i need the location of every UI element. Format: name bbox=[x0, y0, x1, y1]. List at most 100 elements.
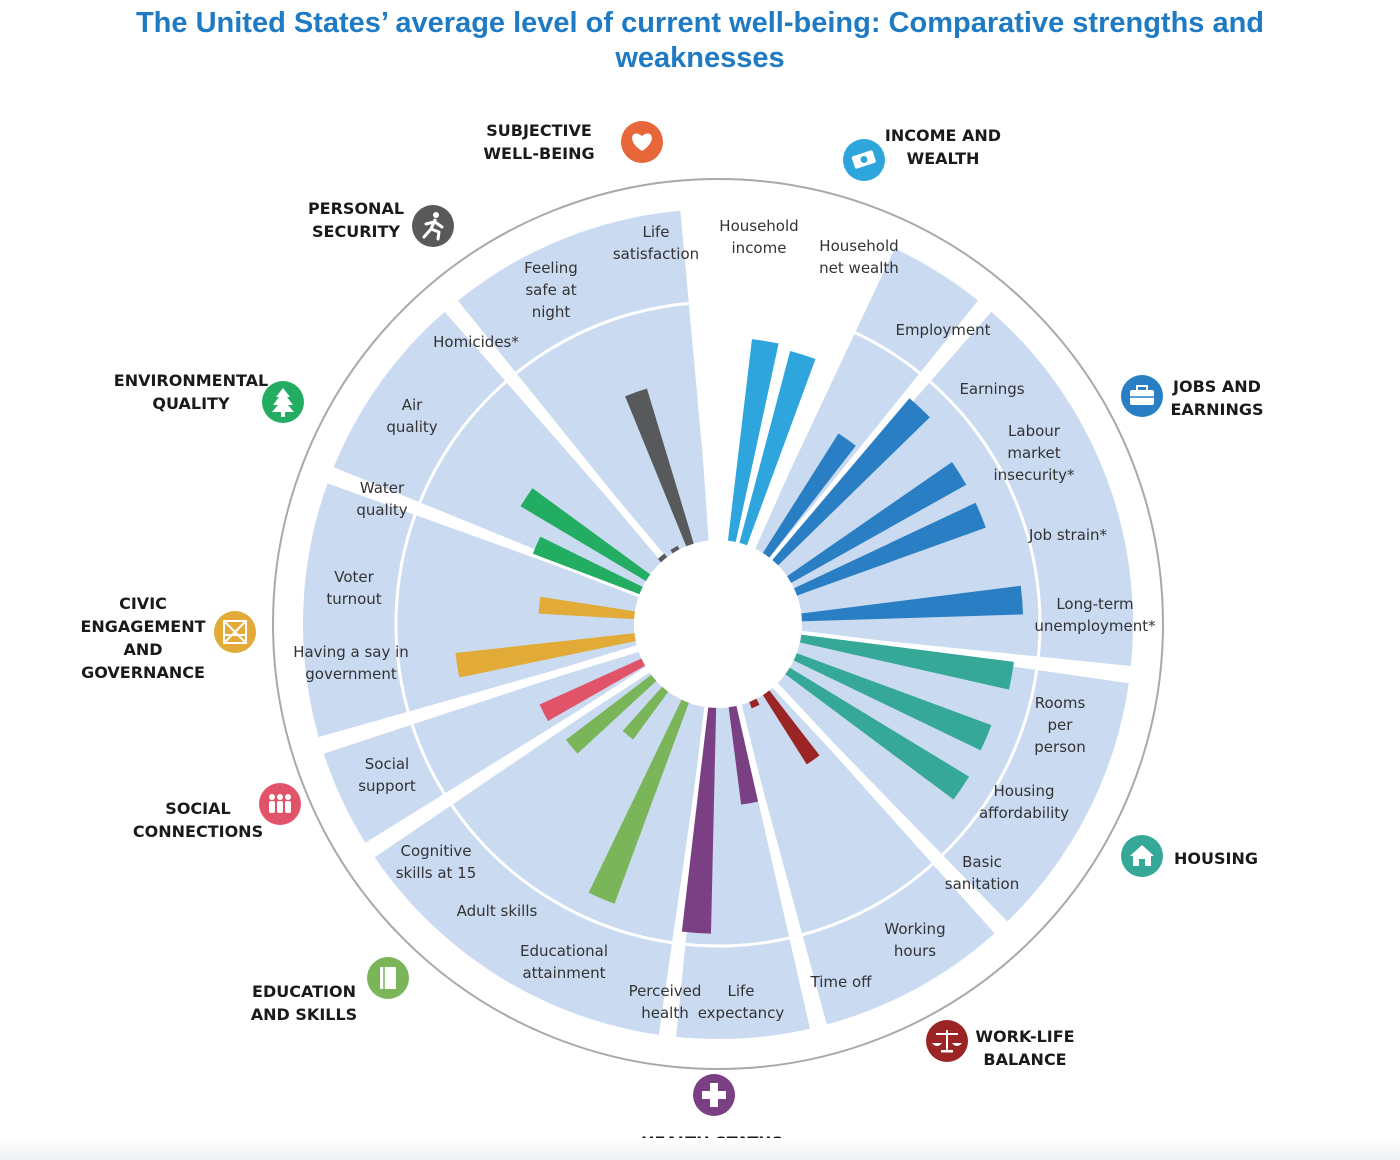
separator bbox=[734, 704, 823, 1030]
indicator-label-line: unemployment* bbox=[1034, 617, 1156, 635]
icon-glyph bbox=[380, 967, 396, 989]
dimension-label-income-and-wealth: INCOME AND WEALTH bbox=[885, 126, 1001, 168]
indicator-label-line: Earnings bbox=[959, 380, 1024, 398]
dimension-label-line: AND bbox=[123, 640, 162, 659]
indicator-label-line: attainment bbox=[522, 964, 605, 982]
indicator-label-line: expectancy bbox=[698, 1004, 785, 1022]
inner-arc-health-status bbox=[685, 936, 790, 948]
money-icon bbox=[843, 139, 885, 181]
bar-educational-attainment bbox=[588, 697, 690, 904]
indicator-label-homicides: Homicides* bbox=[433, 333, 519, 351]
indicator-label-line: Basic bbox=[962, 853, 1002, 871]
dimension-label-line: SECURITY bbox=[312, 222, 400, 241]
bar-household-income bbox=[727, 339, 779, 544]
indicator-label-long-term-unemployment: Long-term unemployment* bbox=[1034, 595, 1156, 635]
icon-glyph bbox=[285, 794, 291, 800]
indicator-label-job-strain: Job strain* bbox=[1028, 526, 1108, 544]
indicator-label-cognitive-skills-at-15: Cognitive skills at 15 bbox=[396, 842, 477, 882]
bar-perceived-health bbox=[681, 705, 717, 934]
bar-life-satisfaction bbox=[625, 388, 695, 549]
indicator-label-line: Homicides* bbox=[433, 333, 519, 351]
separator bbox=[769, 302, 989, 562]
indicator-label-voter-turnout: Voter turnout bbox=[326, 568, 381, 608]
chart-title-line-1: The United States’ average level of curr… bbox=[135, 7, 1265, 39]
indicator-label-adult-skills: Adult skills bbox=[457, 902, 538, 920]
indicator-label-line: Working bbox=[884, 920, 945, 938]
indicator-label-line: Cognitive bbox=[400, 842, 471, 860]
icon-glyph bbox=[422, 218, 444, 241]
inner-arcs-layer bbox=[394, 300, 1042, 948]
dimension-labels-layer: SUBJECTIVE WELL-BEING INCOME AND WEALTH JOBS… bbox=[80, 121, 1264, 1152]
indicator-label-line: hours bbox=[894, 942, 936, 960]
indicator-label-line: market bbox=[1007, 444, 1060, 462]
indicator-label-line: Household bbox=[719, 217, 798, 235]
inner-arc-personal-security bbox=[515, 301, 689, 375]
indicator-label-feeling-safe-at-night: Feeling safe at night bbox=[524, 259, 578, 321]
bar-having-a-say-in-government bbox=[455, 633, 638, 678]
wedge-education-and-skills bbox=[374, 671, 707, 1035]
indicator-label-line: Voter bbox=[334, 568, 374, 586]
bar-life-expectancy bbox=[728, 703, 759, 805]
inner-arc-social-connections bbox=[410, 724, 446, 795]
footer-band bbox=[0, 1138, 1400, 1160]
dimension-label-line: BALANCE bbox=[983, 1050, 1066, 1069]
indicator-label-line: safe at bbox=[525, 281, 576, 299]
inner-arc-housing bbox=[941, 669, 1039, 856]
bar-adult-skills bbox=[622, 685, 670, 740]
separators-layer bbox=[318, 207, 1133, 1039]
dimension-label-environmental-quality: ENVIRONMENTAL QUALITY bbox=[114, 371, 268, 413]
indicator-label-social-support: Social support bbox=[358, 755, 416, 795]
icon-glyph bbox=[269, 801, 275, 813]
center-hole bbox=[634, 540, 802, 708]
icon-glyph bbox=[223, 620, 247, 644]
indicator-label-employment: Employment bbox=[895, 321, 990, 339]
ballot-icon bbox=[214, 611, 256, 653]
icon-glyph bbox=[1139, 859, 1145, 866]
runner-icon bbox=[412, 205, 454, 247]
indicator-label-perceived-health: Perceived health bbox=[629, 982, 702, 1022]
bar-long-term-unemployment bbox=[799, 585, 1024, 622]
indicator-label-line: income bbox=[732, 239, 787, 257]
icon-glyph bbox=[1136, 385, 1148, 392]
bar-employment bbox=[761, 433, 856, 560]
dimension-label-line: CIVIC bbox=[119, 594, 167, 613]
indicator-label-line: satisfaction bbox=[613, 245, 699, 263]
separator bbox=[447, 302, 667, 562]
inner-arc-work-life-balance bbox=[802, 862, 934, 937]
indicator-label-line: Household bbox=[819, 237, 898, 255]
indicator-label-line: Job strain* bbox=[1028, 526, 1108, 544]
bar-voter-turnout bbox=[538, 596, 637, 620]
chart-title: The United States’ average level of curr… bbox=[0, 6, 1400, 76]
separator bbox=[772, 683, 1005, 932]
dimension-label-line: WEALTH bbox=[907, 149, 980, 168]
indicator-label-basic-sanitation: Basic sanitation bbox=[945, 853, 1020, 893]
indicator-label-household-income: Household income bbox=[719, 217, 798, 257]
indicator-label-line: Having a say in bbox=[293, 643, 409, 661]
indicator-label-line: Time off bbox=[810, 973, 873, 991]
indicator-label-line: turnout bbox=[326, 590, 381, 608]
bars-layer bbox=[455, 339, 1024, 934]
dimension-label-jobs-and-earnings: JOBS AND EARNINGS bbox=[1170, 377, 1263, 419]
dimension-label-line: CONNECTIONS bbox=[133, 822, 263, 841]
bar-earnings bbox=[771, 398, 930, 567]
indicator-label-line: Rooms bbox=[1035, 694, 1086, 712]
icon-glyph bbox=[272, 388, 294, 412]
icon-glyph bbox=[277, 801, 283, 813]
dimension-label-line: AND SKILLS bbox=[251, 1005, 357, 1024]
separator bbox=[685, 207, 716, 541]
indicator-label-line: per bbox=[1048, 716, 1074, 734]
indicator-label-household-net-wealth: Household net wealth bbox=[819, 237, 899, 277]
icon-glyph bbox=[952, 1043, 962, 1046]
inner-arc-subjective-well-being bbox=[702, 300, 844, 329]
indicator-label-line: Adult skills bbox=[457, 902, 538, 920]
dimension-label-line: PERSONAL bbox=[308, 199, 404, 218]
bar-housing-affordability bbox=[791, 652, 992, 751]
wedge-environmental-quality bbox=[333, 311, 663, 593]
bar-household-net-wealth bbox=[738, 351, 816, 548]
dimension-label-personal-security: PERSONAL SECURITY bbox=[308, 199, 404, 241]
dimension-label-line: GOVERNANCE bbox=[81, 663, 205, 682]
icon-glyph bbox=[702, 1091, 726, 1099]
dimension-label-line: QUALITY bbox=[152, 394, 230, 413]
indicator-label-line: Feeling bbox=[524, 259, 578, 277]
